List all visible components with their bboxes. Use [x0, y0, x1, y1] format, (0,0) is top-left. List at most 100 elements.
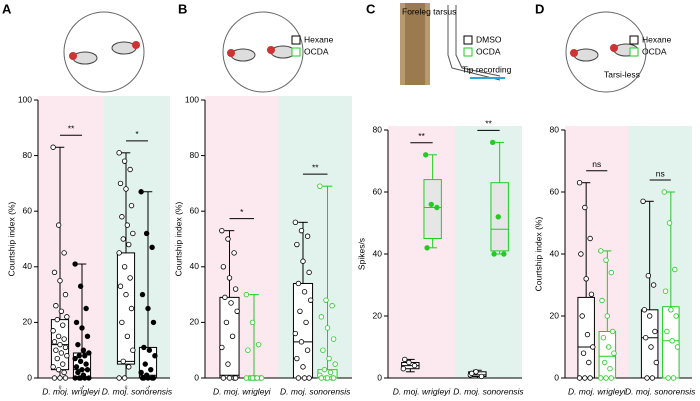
data-point [222, 294, 228, 301]
y-tick-label: 60 [550, 186, 560, 196]
data-point [292, 330, 299, 337]
data-point [601, 359, 608, 366]
data-point [665, 375, 671, 381]
data-point [318, 375, 325, 381]
data-point [130, 347, 136, 353]
data-point [495, 214, 501, 220]
data-point [491, 251, 497, 257]
data-point [400, 366, 407, 372]
data-point [126, 241, 132, 248]
data-point [120, 236, 126, 242]
data-point [57, 341, 63, 348]
data-point [149, 244, 155, 251]
data-point [57, 278, 63, 284]
y-axis-label: Courtship index (%) [533, 217, 543, 292]
y-tick-label: 20 [373, 310, 383, 320]
data-point [424, 245, 430, 251]
data-point [116, 150, 122, 156]
data-point [124, 333, 131, 339]
data-point [611, 350, 617, 356]
data-point [489, 139, 496, 146]
y-tick-label: 40 [550, 248, 560, 258]
data-point [128, 202, 135, 209]
data-point [119, 319, 125, 326]
data-point [300, 258, 306, 264]
group-background [205, 96, 279, 378]
data-point [576, 179, 583, 186]
data-point [607, 366, 613, 372]
data-point [672, 266, 678, 273]
data-point [61, 369, 67, 376]
data-point [83, 305, 89, 312]
data-point [662, 288, 669, 294]
data-point [55, 333, 62, 339]
y-tick-label: 60 [23, 205, 33, 215]
data-point [123, 291, 129, 298]
data-point [123, 186, 129, 192]
data-point [152, 353, 158, 359]
data-point [54, 355, 60, 362]
data-point [249, 375, 256, 381]
data-point [121, 375, 128, 381]
data-point [130, 230, 136, 237]
panel-letter: B [178, 1, 187, 16]
data-point [332, 361, 338, 367]
legend-swatch [291, 35, 301, 45]
data-point [582, 204, 588, 211]
y-tick-label: 40 [373, 248, 383, 258]
data-point [588, 291, 595, 297]
data-point [255, 341, 262, 348]
data-point [650, 282, 657, 288]
data-point [51, 339, 58, 345]
data-point [587, 235, 593, 242]
y-tick-label: 20 [23, 317, 33, 327]
data-point [599, 297, 605, 304]
data-point [143, 230, 150, 237]
y-tick-label: 100 [185, 94, 199, 104]
box [640, 309, 659, 379]
legend-swatch [463, 47, 473, 57]
group-label: D. moj. sonorensis [625, 386, 696, 396]
data-point [75, 341, 81, 348]
y-tick-label: 0 [554, 372, 559, 382]
data-point [141, 344, 147, 351]
data-point [79, 325, 85, 331]
data-point [62, 344, 69, 351]
data-point [258, 375, 265, 381]
data-point [220, 264, 227, 270]
data-point [226, 275, 233, 281]
data-point [53, 347, 59, 353]
data-point [307, 297, 314, 303]
data-point [320, 347, 326, 353]
significance-label: ns [656, 168, 665, 178]
data-point [664, 328, 670, 335]
significance-label: ** [68, 124, 75, 134]
group-label: D. moj. wrigleyi [42, 386, 101, 396]
data-point [54, 316, 60, 323]
data-point [249, 319, 256, 326]
data-point [402, 356, 408, 363]
illustration-b [222, 11, 304, 93]
data-point [60, 322, 66, 328]
annotation: Tip recording [462, 64, 512, 74]
data-point [304, 233, 311, 239]
y-tick-label: 0 [27, 372, 32, 382]
data-point [329, 303, 335, 309]
y-tick-label: 60 [373, 186, 383, 196]
data-point [608, 375, 614, 381]
data-point [406, 359, 412, 366]
data-point [148, 366, 154, 373]
data-point [84, 333, 91, 339]
data-point [139, 291, 146, 298]
data-point [646, 313, 653, 319]
data-point [501, 251, 507, 257]
data-point [51, 375, 58, 381]
data-point [121, 264, 128, 270]
data-point [670, 375, 677, 381]
data-point [608, 269, 614, 276]
data-point [643, 335, 649, 341]
y-axis-label: Courtship index (%) [173, 202, 183, 277]
y-tick-label: 80 [190, 150, 200, 160]
data-point [669, 338, 675, 344]
